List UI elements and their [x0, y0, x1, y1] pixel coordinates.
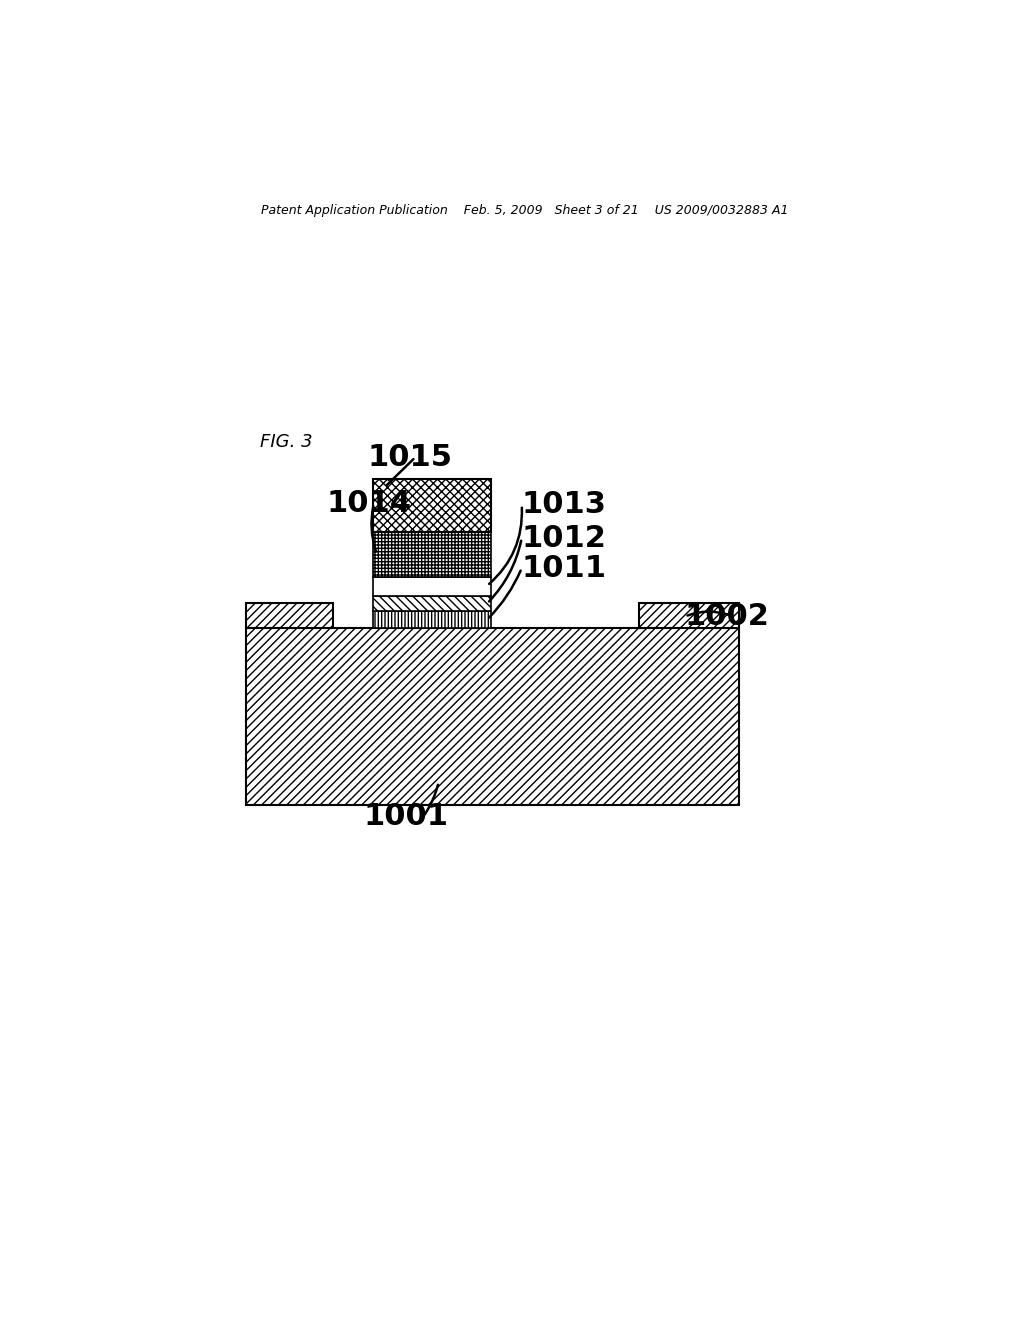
Text: FIG. 3: FIG. 3 — [260, 433, 312, 450]
Text: 1011: 1011 — [521, 553, 606, 582]
Bar — [246, 628, 739, 805]
Text: Patent Application Publication    Feb. 5, 2009   Sheet 3 of 21    US 2009/003288: Patent Application Publication Feb. 5, 2… — [261, 205, 788, 218]
Bar — [373, 595, 490, 611]
Text: 1013: 1013 — [521, 491, 606, 519]
Text: 1014: 1014 — [327, 488, 412, 517]
Text: 1001: 1001 — [364, 803, 449, 832]
Bar — [246, 603, 333, 628]
Bar — [373, 577, 490, 595]
Text: 1012: 1012 — [521, 524, 606, 553]
Bar — [373, 611, 490, 628]
Bar — [373, 532, 490, 577]
Text: 1002: 1002 — [685, 602, 770, 631]
Bar — [639, 603, 739, 628]
Text: 1015: 1015 — [368, 442, 453, 471]
Bar — [373, 479, 490, 532]
